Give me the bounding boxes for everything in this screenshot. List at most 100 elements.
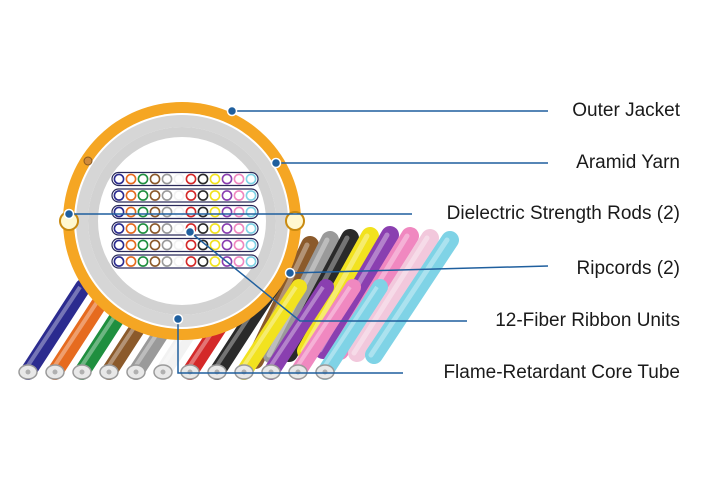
label-outer-jacket: Outer Jacket bbox=[572, 100, 680, 121]
fiber bbox=[125, 256, 137, 267]
fiber-tube-end bbox=[315, 279, 388, 380]
fiber bbox=[137, 206, 149, 218]
ribbon-unit bbox=[111, 188, 259, 203]
fiber-tube bbox=[365, 231, 459, 364]
dot-outer-jacket bbox=[226, 105, 238, 117]
fiber bbox=[161, 239, 173, 251]
fiber bbox=[221, 223, 233, 234]
fiber-tube-bundle bbox=[18, 226, 459, 380]
fiber bbox=[137, 173, 149, 185]
leader-lines bbox=[69, 110, 549, 374]
label-ripcords: Ripcords (2) bbox=[576, 258, 680, 279]
fiber bbox=[209, 173, 221, 185]
fiber bbox=[221, 239, 233, 251]
fiber bbox=[221, 190, 233, 201]
fiber bbox=[185, 206, 197, 218]
leader-ripcords bbox=[289, 265, 549, 274]
fiber bbox=[173, 239, 185, 251]
fiber bbox=[125, 206, 137, 218]
fiber-tube-end bbox=[18, 279, 91, 380]
ribbon-unit bbox=[111, 254, 259, 269]
fiber bbox=[113, 206, 125, 218]
fiber bbox=[113, 190, 125, 201]
fiber bbox=[137, 190, 149, 201]
fiber bbox=[221, 173, 233, 185]
fiber bbox=[125, 190, 137, 201]
label-ribbon-units: 12-Fiber Ribbon Units bbox=[495, 310, 680, 331]
fiber-tube-end bbox=[288, 279, 361, 380]
fiber bbox=[233, 223, 245, 234]
strength-rod-right bbox=[285, 211, 305, 231]
fiber bbox=[161, 206, 173, 218]
fiber bbox=[185, 173, 197, 185]
fiber bbox=[233, 173, 245, 185]
fiber bbox=[149, 190, 161, 201]
fiber bbox=[245, 256, 257, 267]
fiber bbox=[113, 239, 125, 251]
cable-cross-section bbox=[59, 102, 305, 340]
fiber bbox=[161, 173, 173, 185]
ribbon-unit bbox=[111, 204, 259, 220]
label-aramid-yarn: Aramid Yarn bbox=[576, 152, 680, 173]
fiber bbox=[149, 256, 161, 267]
fiber bbox=[149, 239, 161, 251]
fiber bbox=[113, 256, 125, 267]
fiber bbox=[245, 190, 257, 201]
fiber bbox=[161, 190, 173, 201]
fiber bbox=[209, 190, 221, 201]
fiber bbox=[173, 256, 185, 267]
fiber bbox=[197, 190, 209, 201]
fiber bbox=[209, 206, 221, 218]
fiber bbox=[233, 190, 245, 201]
fiber bbox=[149, 223, 161, 234]
fiber bbox=[233, 256, 245, 267]
fiber bbox=[125, 239, 137, 251]
leader-endpoints bbox=[63, 105, 296, 325]
ripcord-top bbox=[83, 156, 93, 166]
fiber bbox=[221, 206, 233, 218]
fiber bbox=[149, 206, 161, 218]
label-core-tube: Flame-Retardant Core Tube bbox=[443, 362, 680, 383]
dot-ribbon-units bbox=[184, 226, 196, 238]
fiber-tube-end bbox=[261, 279, 334, 380]
dot-strength-rods bbox=[63, 208, 75, 220]
fiber bbox=[173, 223, 185, 234]
fiber bbox=[185, 239, 197, 251]
fiber bbox=[125, 173, 137, 185]
fiber bbox=[173, 190, 185, 201]
ribbon-unit bbox=[111, 171, 259, 187]
fiber bbox=[245, 173, 257, 185]
fiber bbox=[149, 173, 161, 185]
fiber bbox=[233, 206, 245, 218]
fiber bbox=[197, 256, 209, 267]
fiber bbox=[245, 223, 257, 234]
dot-aramid-yarn bbox=[270, 157, 282, 169]
fiber bbox=[245, 206, 257, 218]
fiber bbox=[113, 173, 125, 185]
fiber bbox=[197, 206, 209, 218]
fiber-tube-end bbox=[234, 279, 307, 380]
fiber-tube bbox=[348, 229, 439, 362]
label-strength-rods: Dielectric Strength Rods (2) bbox=[446, 203, 680, 224]
fiber bbox=[245, 239, 257, 251]
ribbon-unit bbox=[111, 237, 259, 253]
fiber bbox=[173, 206, 185, 218]
fiber bbox=[209, 239, 221, 251]
leader-ribbon-units bbox=[189, 231, 467, 322]
fiber bbox=[173, 173, 185, 185]
fiber bbox=[161, 256, 173, 267]
fiber bbox=[161, 223, 173, 234]
fiber bbox=[137, 239, 149, 251]
fiber bbox=[137, 223, 149, 234]
core-tube bbox=[88, 127, 276, 315]
leader-core-tube bbox=[177, 319, 403, 374]
fiber bbox=[185, 190, 197, 201]
fiber bbox=[113, 223, 125, 234]
fiber bbox=[137, 256, 149, 267]
dot-ripcords bbox=[284, 267, 296, 279]
fiber bbox=[233, 239, 245, 251]
dot-core-tube bbox=[172, 313, 184, 325]
fiber bbox=[209, 223, 221, 234]
fiber bbox=[125, 223, 137, 234]
